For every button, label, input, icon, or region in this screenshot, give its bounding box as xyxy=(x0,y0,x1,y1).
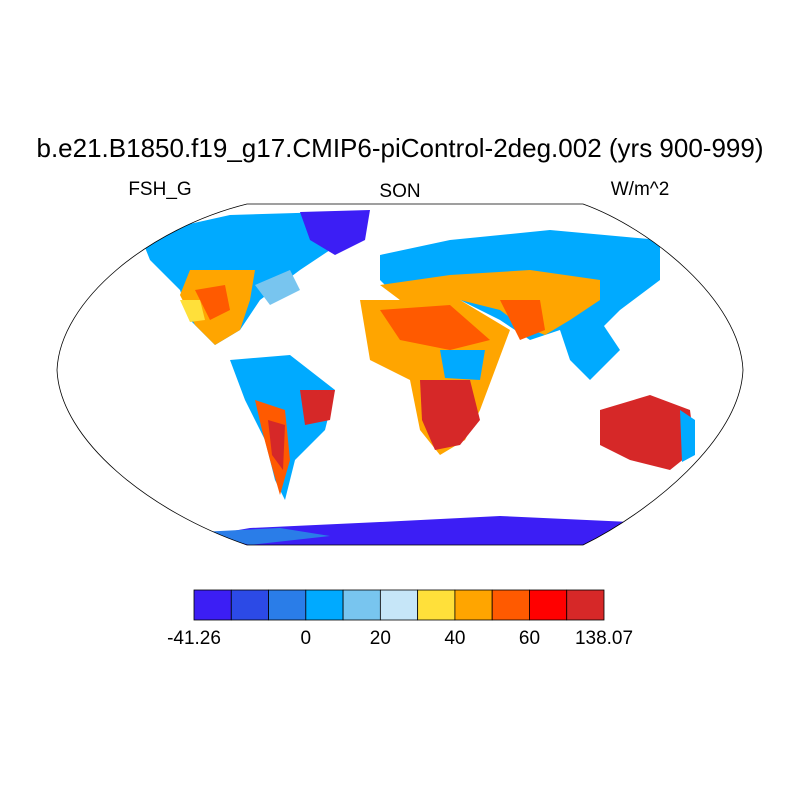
land xyxy=(140,210,695,545)
colorbar: -41.26 0 20 40 60 138.07 xyxy=(167,589,633,649)
left-label: FSH_G xyxy=(128,179,191,200)
colorbar-box xyxy=(491,589,530,621)
title: b.e21.B1850.f19_g17.CMIP6-piControl-2deg… xyxy=(36,133,763,163)
colorbar-box xyxy=(193,589,232,621)
center-label: SON xyxy=(379,181,420,202)
colorbar-box xyxy=(417,589,456,621)
colorbar-label: 20 xyxy=(370,628,391,649)
colorbar-box xyxy=(342,589,381,621)
colorbar-label: -41.26 xyxy=(167,628,221,649)
colorbar-label: 138.07 xyxy=(575,628,633,649)
colorbar-label: 0 xyxy=(301,628,312,649)
colorbar-label: 60 xyxy=(519,628,540,649)
colorbar-box xyxy=(230,589,269,621)
map xyxy=(56,203,744,546)
colorbar-box xyxy=(529,589,568,621)
right-label: W/m^2 xyxy=(611,179,670,200)
colorbar-label: 40 xyxy=(444,628,465,649)
colorbar-box xyxy=(305,589,344,621)
colorbar-box xyxy=(379,589,419,621)
colorbar-box xyxy=(268,589,307,621)
colorbar-box xyxy=(454,589,493,621)
colorbar-box xyxy=(566,589,605,621)
